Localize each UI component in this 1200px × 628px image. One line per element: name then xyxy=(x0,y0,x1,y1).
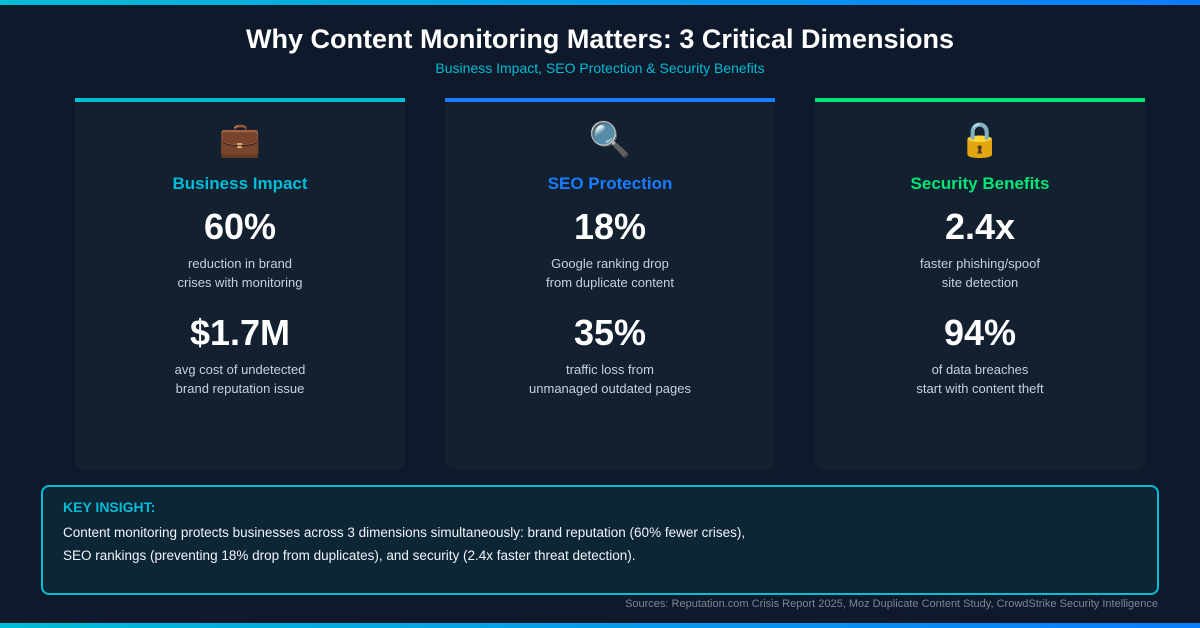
card-title: Business Impact xyxy=(172,174,308,193)
page-title: Why Content Monitoring Matters: 3 Critic… xyxy=(245,24,955,54)
stat-secondary-desc: of data breaches start with content theft xyxy=(815,360,1145,398)
sources: Sources: Reputation.com Crisis Report 20… xyxy=(625,598,1158,610)
stat-secondary-desc: traffic loss from unmanaged outdated page… xyxy=(445,360,775,398)
stat-secondary: 94% xyxy=(943,312,1017,353)
card-title: SEO Protection xyxy=(547,174,673,193)
stat-secondary-desc: avg cost of undetected brand reputation i… xyxy=(75,360,405,398)
desc-line: Google ranking drop xyxy=(551,256,669,271)
insight-label: KEY INSIGHT: xyxy=(63,499,156,515)
insight-text: Content monitoring protects businesses a… xyxy=(63,521,1137,567)
card-accent-line xyxy=(75,98,405,102)
card-accent-line xyxy=(815,98,1145,102)
card-seo-protection: 🔍 SEO Protection 18% Google ranking drop… xyxy=(445,98,775,470)
briefcase-icon: 💼 xyxy=(218,121,262,159)
stat-primary-desc: reduction in brand crises with monitoring xyxy=(75,254,405,292)
desc-line: of data breaches xyxy=(931,362,1029,377)
insight-line: Content monitoring protects businesses a… xyxy=(63,525,746,540)
insight-line: SEO rankings (preventing 18% drop from d… xyxy=(63,548,636,563)
card-title: Security Benefits xyxy=(910,174,1050,193)
bottom-accent-bar xyxy=(0,623,1200,628)
desc-line: reduction in brand xyxy=(187,256,293,271)
card-business-impact: 💼 Business Impact 60% reduction in brand… xyxy=(75,98,405,470)
magnifier-icon: 🔍 xyxy=(588,121,632,159)
stat-primary-desc: faster phishing/spoof site detection xyxy=(815,254,1145,292)
desc-line: traffic loss from xyxy=(566,362,654,377)
desc-line: faster phishing/spoof xyxy=(920,256,1040,271)
stat-primary-desc: Google ranking drop from duplicate conten… xyxy=(445,254,775,292)
stat-secondary: $1.7M xyxy=(189,312,291,353)
card-security-benefits: 🔒 Security Benefits 2.4x faster phishing… xyxy=(815,98,1145,470)
stat-primary: 60% xyxy=(203,206,277,247)
desc-line: unmanaged outdated pages xyxy=(529,381,691,396)
desc-line: site detection xyxy=(941,275,1019,290)
stat-primary: 2.4x xyxy=(944,206,1016,247)
desc-line: avg cost of undetected xyxy=(174,362,306,377)
card-accent-line xyxy=(445,98,775,102)
lock-icon: 🔒 xyxy=(958,121,1002,159)
desc-line: start with content theft xyxy=(916,381,1044,396)
stat-primary: 18% xyxy=(573,206,647,247)
desc-line: from duplicate content xyxy=(546,275,674,290)
desc-line: brand reputation issue xyxy=(175,381,305,396)
desc-line: crises with monitoring xyxy=(177,275,303,290)
key-insight-box: KEY INSIGHT: Content monitoring protects… xyxy=(41,485,1159,595)
page-subtitle: Business Impact, SEO Protection & Securi… xyxy=(435,60,765,76)
stat-secondary: 35% xyxy=(573,312,647,353)
top-accent-bar xyxy=(0,0,1200,5)
